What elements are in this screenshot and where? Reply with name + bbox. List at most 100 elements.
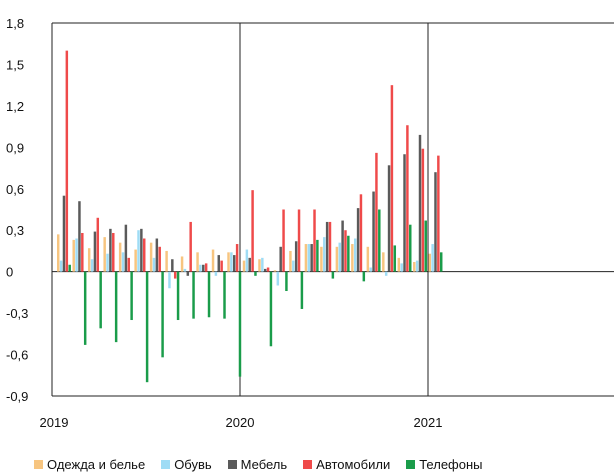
bar-1-2020-10	[382, 252, 385, 272]
bar-3-2020-06	[325, 221, 329, 272]
bar-3-2020-09	[372, 191, 375, 272]
bar-4-2020-11	[406, 125, 409, 272]
bar-1-2020-04	[289, 250, 292, 272]
bar-4-2020-01	[251, 190, 254, 272]
x-tick-label: 2021	[414, 415, 443, 430]
bar-3-2019-12	[233, 255, 236, 272]
bar-3-2019-07	[155, 238, 159, 272]
y-tick-label: 1,8	[6, 16, 24, 31]
y-tick-label: 0,9	[6, 140, 24, 155]
bar-5-2020-05	[316, 239, 319, 272]
bar-5-2020-09	[378, 209, 381, 272]
bar-4-2019-08	[173, 271, 177, 279]
bar-4-2019-10	[204, 263, 208, 272]
legend-swatch	[303, 459, 313, 469]
bar-4-2019-11	[220, 260, 223, 272]
bar-1-2019-04	[103, 237, 106, 272]
y-tick-label: -0,6	[6, 348, 28, 363]
bar-5-2019-02	[83, 271, 87, 345]
bar-1-2020-08	[351, 244, 354, 272]
bar-2-2020-10	[384, 271, 388, 276]
bar-3-2020-02	[263, 268, 267, 272]
bar-2-2020-08	[353, 238, 357, 272]
y-tick-label: 0	[6, 265, 13, 280]
bar-2-2020-03	[276, 271, 280, 286]
bar-4-2019-01	[65, 50, 69, 272]
bar-5-2020-08	[362, 271, 366, 282]
bar-1-2020-03	[273, 270, 277, 272]
bar-3-2020-05	[310, 244, 313, 272]
bar-2-2020-06	[323, 237, 326, 272]
bar-2-2019-11	[214, 271, 218, 276]
bar-5-2019-05	[130, 271, 133, 321]
bar-2-2019-02	[75, 238, 78, 272]
bar-1-2019-09	[180, 256, 184, 272]
bar-2-2019-08	[168, 271, 171, 289]
bar-2-2020-09	[369, 267, 372, 272]
legend-label: Одежда и белье	[47, 456, 146, 472]
bar-1-2020-12	[413, 262, 416, 272]
bar-2-2020-04	[292, 260, 295, 272]
bar-5-2020-06	[331, 271, 335, 279]
bar-3-2019-04	[109, 228, 112, 272]
bar-4-2019-09	[189, 221, 192, 272]
bar-1-2019-12	[227, 252, 230, 272]
bar-5-2021-01	[439, 252, 443, 272]
bar-2-2021-01	[431, 244, 434, 272]
bar-3-2019-01	[62, 195, 66, 272]
legend-item: Телефоны	[406, 457, 483, 472]
bar-2-2019-06	[137, 230, 140, 272]
bar-3-2019-02	[78, 201, 81, 272]
bar-1-2020-05	[304, 244, 308, 272]
y-tick-label: -0,9	[6, 389, 28, 404]
bar-3-2020-03	[279, 246, 282, 272]
bar-3-2020-10	[387, 165, 391, 272]
bar-4-2020-04	[297, 209, 301, 272]
bars	[57, 50, 443, 383]
bar-3-2020-04	[294, 241, 298, 272]
bar-4-2019-07	[158, 246, 161, 272]
bar-3-2020-11	[403, 154, 406, 272]
bar-5-2019-06	[145, 271, 149, 383]
bar-3-2019-05	[124, 224, 128, 272]
tick-labels: 2019 2020 2021 1,8 1,5 1,2 0,9 0,6 0,3 0 -0,3 -0,6 -…	[6, 16, 442, 430]
bar-4-2019-12	[235, 244, 239, 272]
bar-2-2019-04	[106, 253, 109, 272]
bar-1-2019-02	[72, 239, 75, 272]
bar-1-2021-01	[428, 253, 431, 272]
bar-2-2019-05	[121, 252, 125, 272]
bar-4-2020-03	[282, 209, 285, 272]
bar-5-2020-04	[300, 271, 304, 309]
bar-1-2019-06	[134, 249, 137, 272]
bar-3-2019-08	[171, 259, 174, 272]
bar-3-2020-07	[341, 220, 344, 272]
legend-label: Автомобили	[316, 456, 391, 472]
bar-1-2020-09	[366, 246, 370, 272]
bar-4-2020-02	[266, 267, 270, 272]
y-tick-label: 0,6	[6, 182, 24, 197]
bar-5-2019-08	[176, 271, 180, 321]
bar-3-2021-01	[434, 172, 437, 272]
bar-2-2020-01	[245, 249, 249, 272]
legend-label: Мебель	[240, 456, 288, 472]
bar-1-2019-03	[87, 248, 91, 272]
bar-3-2019-03	[93, 231, 97, 272]
bar-3-2019-10	[202, 264, 205, 272]
y-tick-label: -0,3	[6, 306, 28, 321]
bar-3-2019-06	[140, 228, 143, 272]
bar-5-2019-11	[223, 271, 226, 319]
bar-2-2019-01	[59, 260, 63, 272]
bar-5-2019-09	[192, 271, 195, 319]
legend-item: Одежда и белье	[34, 457, 145, 472]
bar-5-2020-03	[285, 271, 288, 292]
bar-5-2020-07	[347, 235, 350, 272]
bar-3-2020-12	[418, 134, 422, 272]
bar-4-2020-12	[421, 148, 425, 272]
bar-2-2019-03	[90, 259, 94, 272]
bar-3-2020-08	[356, 208, 360, 272]
bar-4-2021-01	[437, 155, 440, 272]
bar-2-2020-11	[400, 263, 403, 272]
bar-5-2020-11	[409, 224, 412, 272]
